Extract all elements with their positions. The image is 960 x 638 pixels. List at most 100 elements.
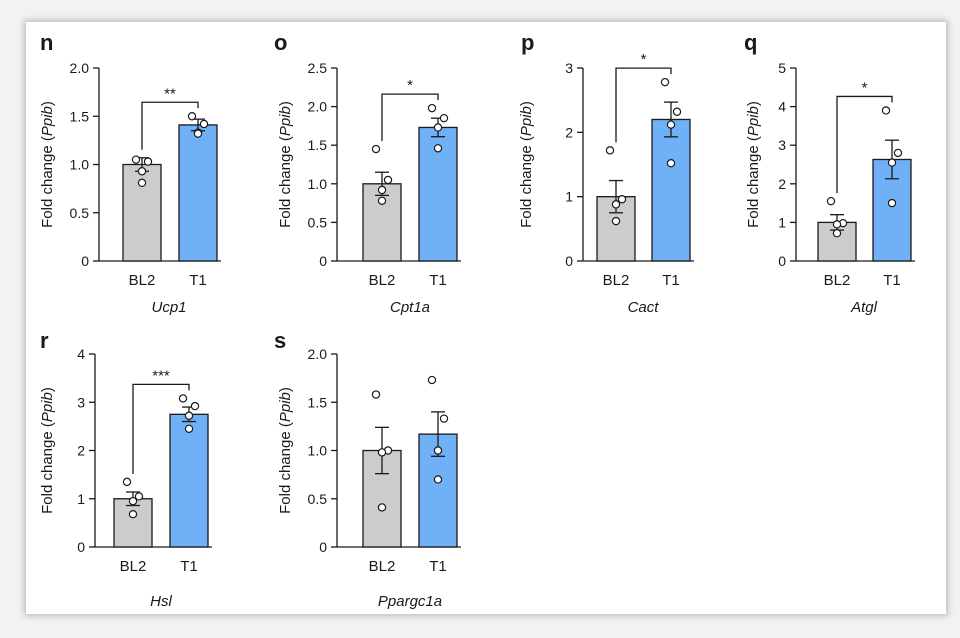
y-axis-label: Fold change (Ppib): [39, 387, 56, 514]
data-point: [433, 123, 443, 132]
category-label: BL2: [369, 558, 396, 575]
data-point: [433, 446, 443, 455]
data-point: [887, 158, 897, 167]
y-tick-label: 0.5: [70, 205, 90, 221]
data-point: [122, 477, 132, 487]
panel-s: s 0 0.5 1.0 1.5 2.0 Fold change (Ppib) BL2 T1 Ppa…: [274, 328, 461, 610]
panel-n: n 0 0.5 1.0 1.5 2.0 Fold change (Ppib) BL2 T1 ** U…: [39, 30, 221, 316]
y-axis-label: Fold change (Ppib): [277, 101, 294, 228]
gene-title: Hsl: [150, 593, 172, 610]
y-tick-label: 2: [565, 124, 573, 140]
data-point: [193, 129, 203, 138]
panel-letter: p: [521, 30, 534, 55]
data-point: [887, 198, 897, 208]
data-point: [383, 175, 393, 185]
y-tick-label: 1: [77, 491, 85, 507]
data-point: [433, 475, 443, 484]
data-point: [660, 77, 670, 87]
data-point: [371, 144, 381, 154]
data-point: [131, 155, 141, 164]
data-point: [137, 178, 147, 188]
significance-bracket: [141, 101, 199, 150]
y-axis-label: Fold change (Ppib): [745, 101, 762, 228]
data-point: [433, 144, 443, 153]
y-tick-label: 0: [778, 253, 786, 269]
data-point: [128, 509, 138, 519]
data-point: [128, 496, 138, 506]
gene-title: Cpt1a: [390, 299, 430, 316]
significance-stars: ***: [152, 367, 170, 384]
data-point: [666, 120, 676, 129]
y-tick-label: 4: [778, 99, 786, 115]
y-axis-label: Fold change (Ppib): [518, 101, 535, 228]
significance-stars: *: [862, 79, 868, 96]
y-tick-label: 0: [319, 539, 327, 555]
category-label: BL2: [369, 272, 396, 289]
y-tick-label: 5: [778, 60, 786, 76]
data-point: [832, 229, 842, 238]
category-label: BL2: [129, 272, 156, 289]
data-point: [617, 195, 627, 204]
figure-panel: n 0 0.5 1.0 1.5 2.0 Fold change (Ppib) BL2 T1 ** U…: [26, 22, 946, 614]
panel-letter: q: [744, 30, 757, 55]
data-point: [427, 103, 437, 113]
data-point: [439, 414, 449, 423]
y-axis-label: Fold change (Ppib): [39, 101, 56, 228]
y-tick-label: 0.5: [308, 491, 328, 507]
data-point: [377, 196, 387, 205]
data-point: [377, 503, 387, 512]
bar-bl2: [113, 498, 153, 548]
data-point: [377, 448, 387, 457]
data-point: [666, 159, 676, 168]
gene-title: Ucp1: [151, 299, 186, 316]
significance-stars: **: [164, 85, 176, 102]
category-label: BL2: [120, 558, 147, 575]
y-tick-label: 1.0: [70, 157, 90, 173]
bar-t1: [169, 413, 209, 548]
y-tick-label: 4: [77, 346, 85, 362]
y-tick-label: 1: [778, 214, 786, 230]
data-point: [611, 200, 621, 209]
category-label: T1: [883, 272, 901, 289]
data-point: [371, 390, 381, 399]
significance-bracket: [381, 93, 439, 142]
data-point: [143, 157, 153, 166]
gene-title: Atgl: [850, 299, 878, 316]
gene-title: Cact: [628, 299, 660, 316]
y-tick-label: 2.0: [70, 60, 90, 76]
data-point: [832, 220, 842, 229]
data-point: [199, 119, 209, 129]
category-label: T1: [180, 558, 198, 575]
y-tick-label: 0.5: [308, 214, 328, 230]
panel-o: o 0 0.5 1.0 1.5 2.0 2.5 Fold change (Ppib) BL2 T1…: [274, 30, 461, 316]
data-point: [672, 107, 682, 116]
data-point: [184, 411, 194, 420]
category-label: T1: [429, 272, 447, 289]
significance-bracket: [615, 67, 672, 143]
y-tick-label: 0: [565, 253, 573, 269]
data-point: [439, 113, 449, 123]
category-label: BL2: [824, 272, 851, 289]
y-tick-label: 1.5: [70, 108, 90, 124]
y-tick-label: 2: [77, 443, 85, 459]
significance-bracket: [132, 383, 190, 474]
panel-r: r 0 1 2 3 4 Fold change (Ppib) BL2 T1 *** Hsl: [39, 328, 212, 610]
significance-stars: *: [641, 51, 647, 68]
y-tick-label: 3: [565, 60, 573, 76]
gene-title: Ppargc1a: [378, 593, 442, 610]
y-tick-label: 2: [778, 176, 786, 192]
panel-p: p 0 1 2 3 Fold change (Ppib) BL2 T1 * Cact: [518, 30, 694, 316]
data-point: [826, 196, 836, 206]
panel-letter: r: [40, 328, 49, 353]
category-label: T1: [429, 558, 447, 575]
data-point: [893, 148, 903, 158]
data-point: [605, 146, 615, 155]
data-point: [187, 112, 197, 121]
panel-q: q 0 1 2 3 4 5 Fold change (Ppib) BL2 T1 * Atgl: [744, 30, 915, 316]
y-tick-label: 2.0: [308, 99, 328, 115]
y-axis-label: Fold change (Ppib): [277, 387, 294, 514]
significance-bracket: [836, 95, 893, 194]
data-point: [881, 106, 891, 115]
data-point: [427, 375, 437, 385]
